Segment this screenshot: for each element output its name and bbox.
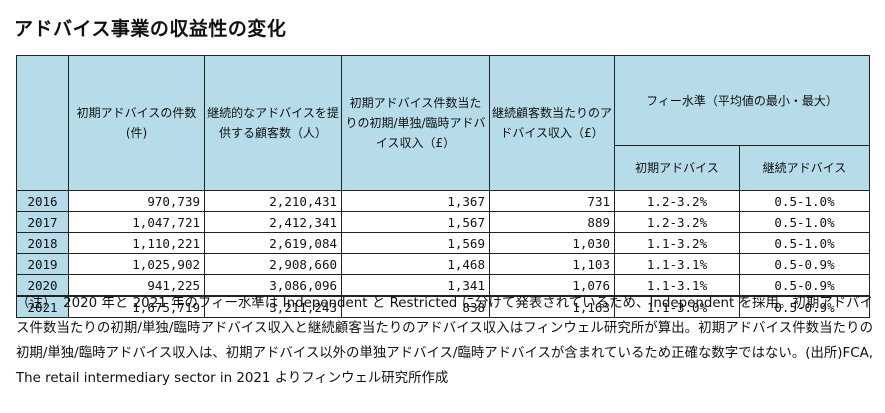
year-cell: 2018 <box>16 232 69 254</box>
year-header <box>16 55 69 191</box>
initial-count-cell: 1,047,721 <box>68 211 205 233</box>
year-cell: 2016 <box>16 190 69 212</box>
initial-count-cell: 1,110,221 <box>68 232 205 254</box>
initial-revenue-cell: 1,468 <box>341 253 490 275</box>
initial-revenue-cell: 1,569 <box>341 232 490 254</box>
fee-initial-cell: 1.1-3.2% <box>614 232 740 254</box>
header-fee-ongoing: 継続アドバイス <box>738 145 871 191</box>
ongoing-revenue-cell: 1,030 <box>489 232 615 254</box>
initial-revenue-cell: 1,567 <box>341 211 490 233</box>
header-ongoing-revenue: 継続顧客数当たりのアドバイス収入（£） <box>489 55 615 191</box>
initial-revenue-cell: 1,367 <box>341 190 490 212</box>
page-title: アドバイス事業の収益性の変化 <box>14 18 287 40</box>
year-cell: 2020 <box>16 274 69 297</box>
year-cell: 2021 <box>16 295 69 318</box>
ongoing-revenue-cell: 731 <box>489 190 615 212</box>
ongoing-clients-cell: 2,619,084 <box>204 232 342 254</box>
ongoing-clients-cell: 3,211,243 <box>204 295 342 318</box>
initial-count-cell: 970,739 <box>68 190 205 212</box>
ongoing-revenue-cell: 1,103 <box>489 253 615 275</box>
ongoing-clients-cell: 2,210,431 <box>204 190 342 212</box>
header-initial-revenue: 初期アドバイス件数当たりの初期/単独/臨時アドバイス収入（£） <box>341 55 490 191</box>
advice-profitability-table: 初期アドバイスの件数(件) 継続的なアドバイスを提供する顧客数（人） 初期アドバ… <box>16 55 871 318</box>
ongoing-revenue-cell: 1,163 <box>489 295 615 318</box>
initial-count-cell: 941,225 <box>68 274 205 297</box>
fee-initial-cell: 1.1-3.1% <box>614 253 740 275</box>
table-row: 2017 1,047,721 2,412,341 1,567 889 1.2-3… <box>16 211 871 233</box>
initial-count-cell: 1,675,719 <box>68 295 205 318</box>
fee-ongoing-cell: 0.5-1.0% <box>738 211 871 233</box>
table-row: 2016 970,739 2,210,431 1,367 731 1.2-3.2… <box>16 190 871 212</box>
year-cell: 2017 <box>16 211 69 233</box>
ongoing-clients-cell: 2,412,341 <box>204 211 342 233</box>
ongoing-revenue-cell: 889 <box>489 211 615 233</box>
header-ongoing-clients: 継続的なアドバイスを提供する顧客数（人） <box>204 55 342 191</box>
table-row: 2019 1,025,902 2,908,660 1,468 1,103 1.1… <box>16 253 871 275</box>
initial-count-cell: 1,025,902 <box>68 253 205 275</box>
fee-ongoing-cell: 0.5-1.0% <box>738 190 871 212</box>
table-row: 2021 1,675,719 3,211,243 838 1,163 1.1-3… <box>16 295 871 318</box>
ongoing-clients-cell: 2,908,660 <box>204 253 342 275</box>
header-fee-group: フィー水準（平均値の最小・最大） <box>613 55 871 146</box>
footnote: （注） 2020 年と 2021 年のフィー水準は Independent と … <box>16 296 873 386</box>
fee-initial-cell: 1.2-3.2% <box>614 190 740 212</box>
header-fee-initial: 初期アドバイス <box>614 145 740 191</box>
fee-ongoing-cell: 0.5-0.9% <box>738 295 871 318</box>
fee-ongoing-cell: 0.5-0.9% <box>738 253 871 275</box>
header-initial-count: 初期アドバイスの件数(件) <box>68 55 205 191</box>
year-cell: 2019 <box>16 253 69 275</box>
fee-initial-cell: 1.1-3.0% <box>614 295 740 318</box>
fee-ongoing-cell: 0.5-1.0% <box>738 232 871 254</box>
fee-initial-cell: 1.1-3.1% <box>614 274 740 297</box>
table-row: 2020 941,225 3,086,096 1,341 1,076 1.1-3… <box>16 274 871 297</box>
fee-initial-cell: 1.2-3.2% <box>614 211 740 233</box>
table-row: 2018 1,110,221 2,619,084 1,569 1,030 1.1… <box>16 232 871 254</box>
